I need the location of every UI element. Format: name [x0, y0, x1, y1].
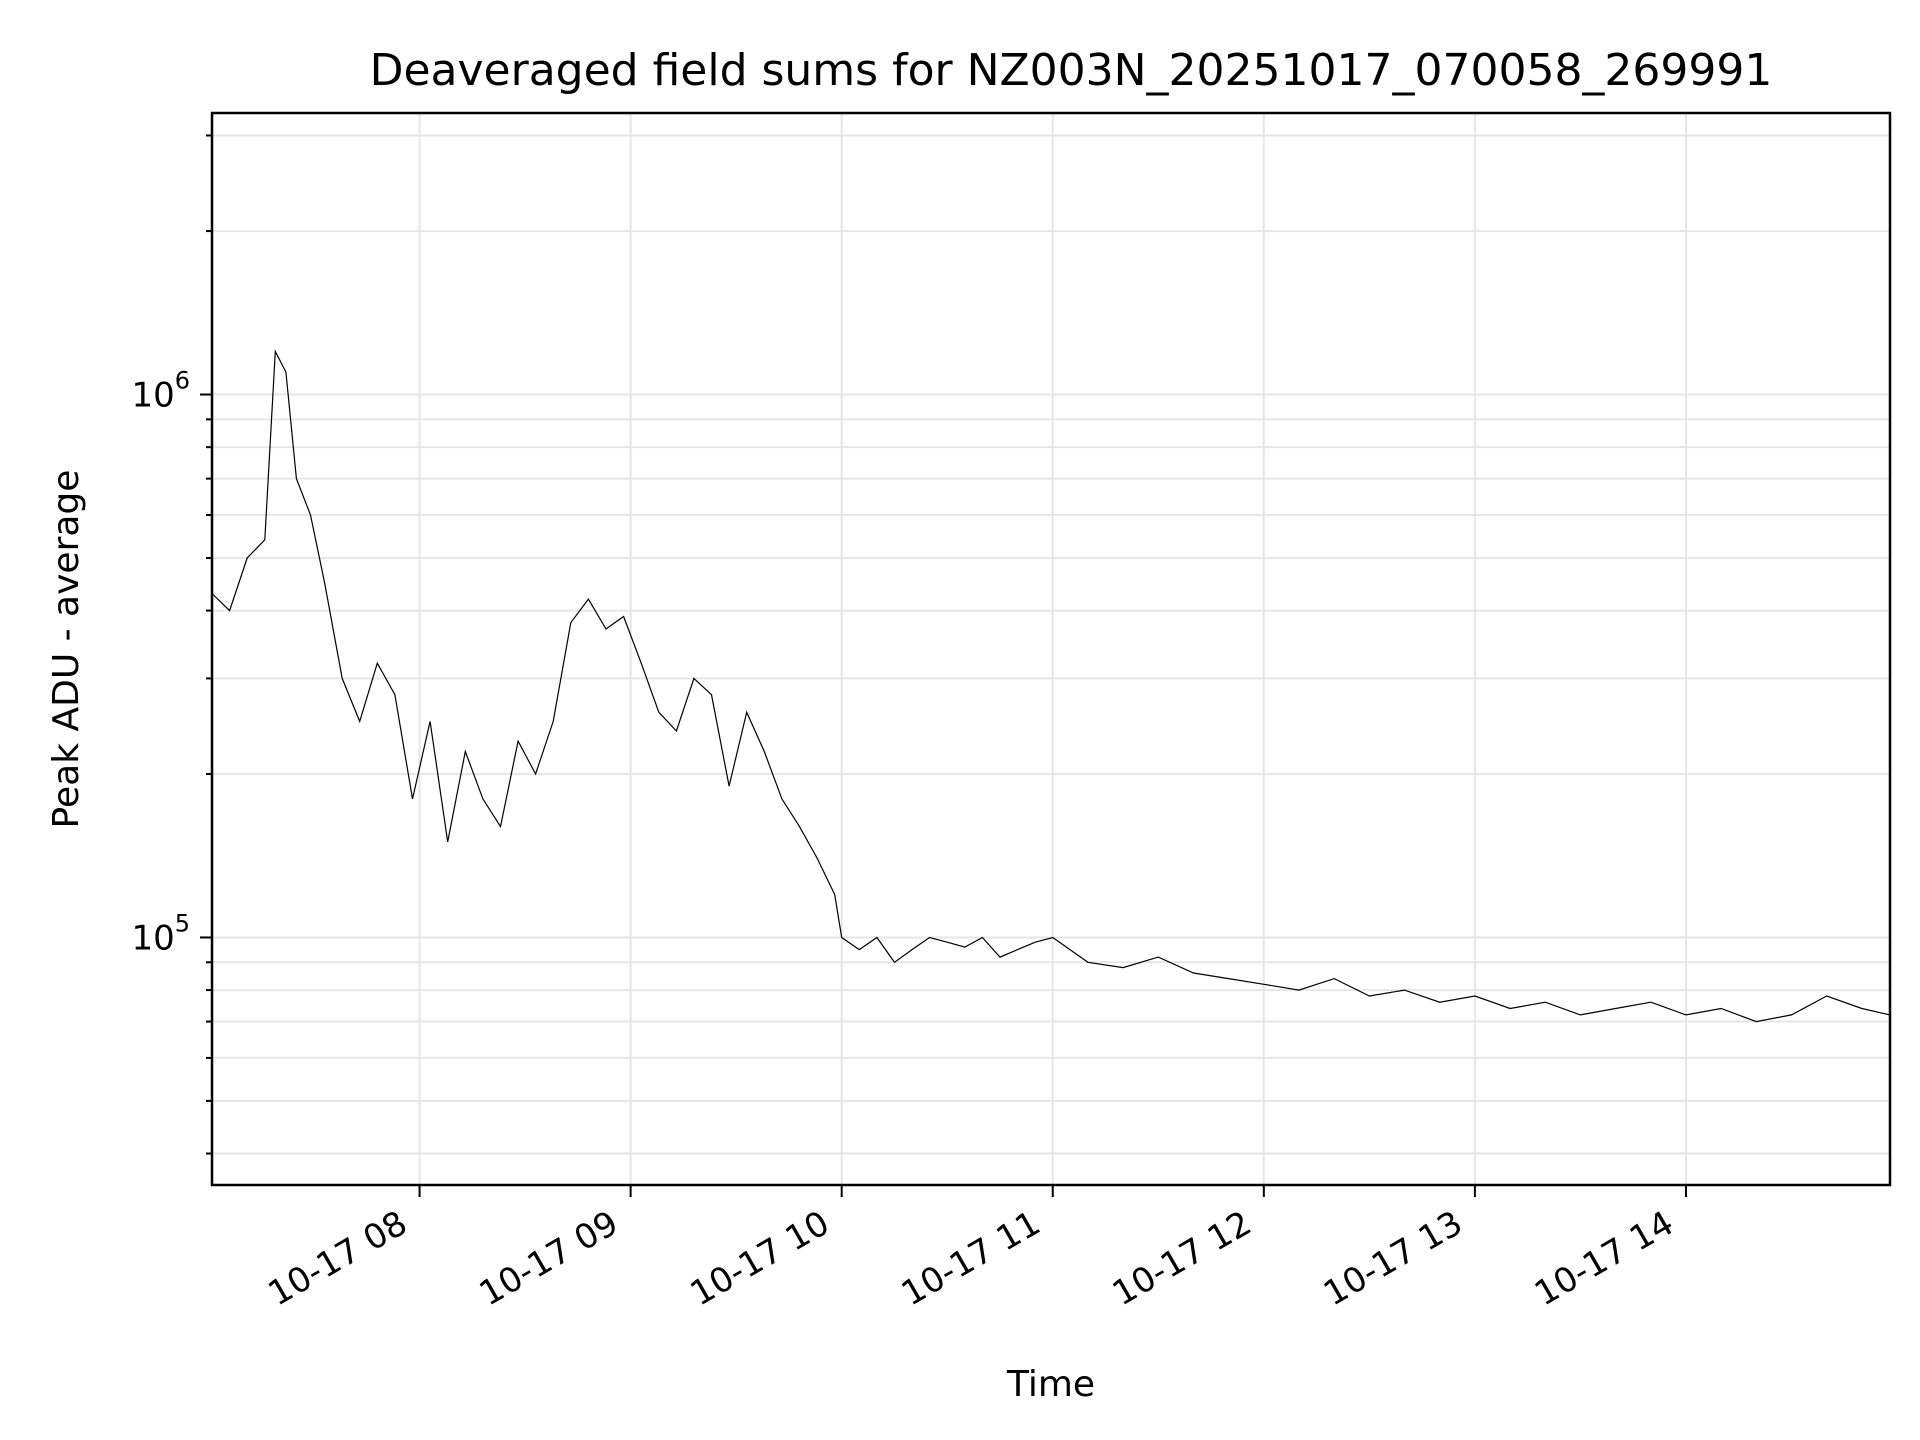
plot-frame [210, 111, 1892, 1187]
chart-title: Deaveraged field sums for NZ003N_2025101… [370, 45, 1773, 96]
x-axis-label: Time [1006, 1364, 1095, 1405]
series-line [211, 349, 1891, 1023]
y-tick-label: 106 [131, 367, 190, 416]
y-tick-label: 105 [131, 909, 190, 958]
grid [212, 113, 1890, 1185]
y-axis-label: Peak ADU - average [46, 470, 87, 829]
